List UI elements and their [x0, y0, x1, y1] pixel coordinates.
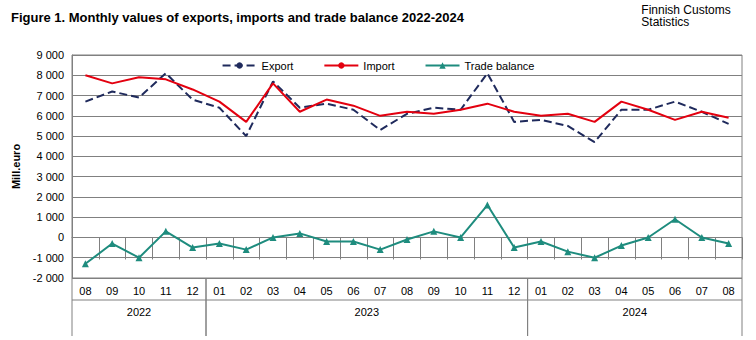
svg-text:3 000: 3 000: [36, 171, 64, 183]
svg-text:06: 06: [669, 285, 681, 297]
svg-text:-2 000: -2 000: [33, 272, 64, 284]
svg-text:08: 08: [722, 285, 734, 297]
svg-text:12: 12: [186, 285, 198, 297]
svg-text:6 000: 6 000: [36, 110, 64, 122]
svg-text:07: 07: [374, 285, 386, 297]
svg-text:2022: 2022: [127, 306, 151, 318]
svg-text:08: 08: [79, 285, 91, 297]
svg-text:Figure 1. Monthly values of ex: Figure 1. Monthly values of exports, imp…: [11, 10, 465, 25]
svg-text:05: 05: [642, 285, 654, 297]
svg-text:07: 07: [696, 285, 708, 297]
svg-text:08: 08: [401, 285, 413, 297]
svg-text:5 000: 5 000: [36, 130, 64, 142]
svg-text:11: 11: [482, 285, 493, 297]
svg-text:0: 0: [58, 231, 64, 243]
svg-text:11: 11: [160, 285, 171, 297]
svg-text:7 000: 7 000: [36, 90, 64, 102]
svg-text:02: 02: [562, 285, 574, 297]
svg-text:8 000: 8 000: [36, 69, 64, 81]
svg-text:03: 03: [267, 285, 279, 297]
svg-text:09: 09: [428, 285, 440, 297]
svg-text:01: 01: [213, 285, 225, 297]
svg-text:Finnish Customs: Finnish Customs: [641, 3, 734, 17]
svg-text:Export: Export: [262, 60, 294, 72]
svg-text:Mill.euro: Mill.euro: [10, 144, 22, 190]
svg-text:9 000: 9 000: [36, 49, 64, 61]
svg-text:10: 10: [454, 285, 466, 297]
svg-text:2023: 2023: [355, 306, 379, 318]
svg-text:4 000: 4 000: [36, 150, 64, 162]
svg-text:Trade balance: Trade balance: [465, 60, 535, 72]
svg-text:03: 03: [588, 285, 600, 297]
svg-text:05: 05: [320, 285, 332, 297]
svg-text:1 000: 1 000: [36, 211, 64, 223]
svg-text:Import: Import: [363, 60, 394, 72]
svg-text:09: 09: [106, 285, 118, 297]
svg-text:04: 04: [615, 285, 627, 297]
svg-text:-1 000: -1 000: [33, 252, 64, 264]
svg-text:12: 12: [508, 285, 520, 297]
svg-text:04: 04: [294, 285, 306, 297]
svg-text:2024: 2024: [623, 306, 647, 318]
svg-text:Statistics: Statistics: [641, 15, 689, 29]
svg-text:06: 06: [347, 285, 359, 297]
svg-text:02: 02: [240, 285, 252, 297]
svg-text:10: 10: [133, 285, 145, 297]
svg-text:01: 01: [535, 285, 547, 297]
svg-text:2 000: 2 000: [36, 191, 64, 203]
